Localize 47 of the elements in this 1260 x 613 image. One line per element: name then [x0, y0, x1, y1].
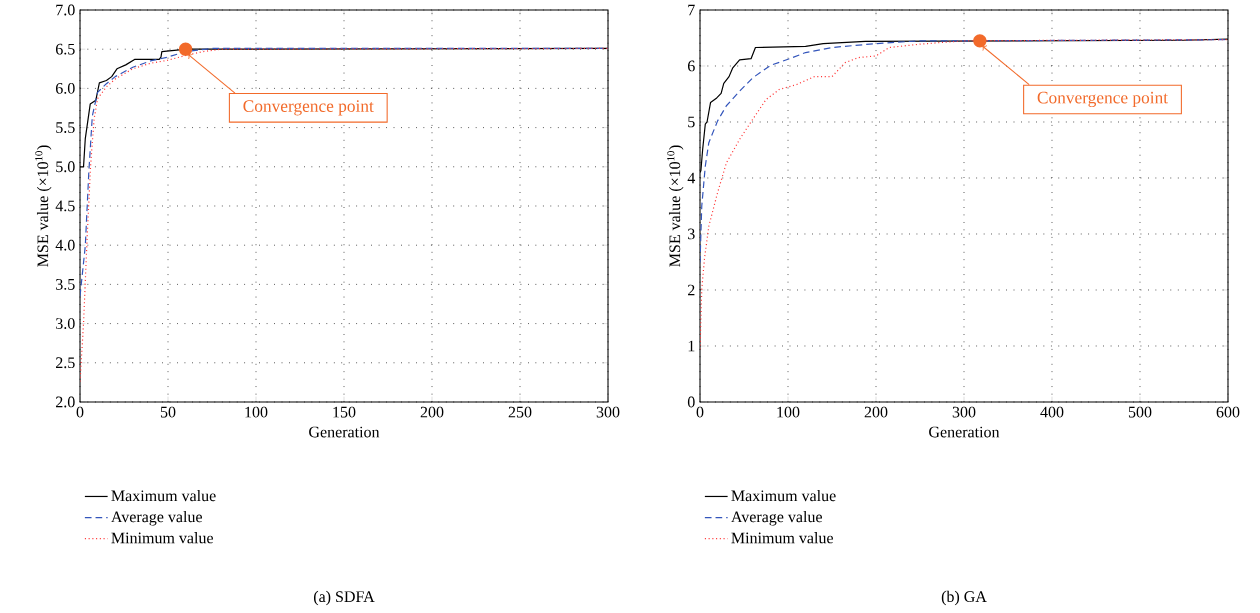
x-tick-label: 600	[1216, 406, 1240, 418]
x-tick-label: 100	[245, 406, 268, 418]
y-tick-label: 3.0	[56, 318, 75, 330]
legend-label: Maximum value	[731, 489, 836, 502]
x-axis-title: Generation	[929, 426, 1000, 438]
x-tick-label: 300	[596, 406, 620, 418]
legend-label: Average value	[731, 511, 822, 526]
y-tick-label: 6.0	[55, 82, 75, 94]
x-tick-label: 400	[1040, 406, 1064, 418]
y-tick-label: 3	[688, 228, 695, 240]
y-tick-label: 5.0	[56, 161, 75, 173]
x-tick-label: 0	[76, 406, 84, 418]
y-axis-title: MSE value (×10$^{10}$)	[667, 145, 684, 267]
y-tick-label: 6.5	[55, 43, 75, 55]
y-tick-label: 5	[688, 116, 695, 128]
y-tick-label: 4.5	[55, 200, 75, 212]
text: (b) GA	[941, 590, 987, 606]
annotation: Convergence point	[1037, 91, 1168, 108]
x-tick-label: 200	[864, 406, 888, 418]
y-tick-label: 2.0	[56, 396, 75, 408]
x-axis-title: Generation	[309, 426, 380, 438]
x-tick-label: 200	[420, 406, 444, 418]
annotation: Convergence point	[243, 100, 374, 116]
y-tick-label: 3.5	[56, 278, 75, 290]
y-tick-label: 4	[687, 172, 696, 184]
x-tick-label: 100	[777, 406, 800, 418]
x-tick-label: 500	[1128, 406, 1152, 418]
y-tick-label: 5.5	[56, 122, 75, 133]
y-tick-label: 0	[687, 396, 695, 408]
y-tick-label: 7	[688, 4, 695, 16]
x-tick-label: 50	[160, 406, 176, 418]
x-tick-label: 300	[952, 406, 976, 418]
text: (a) SDFA	[313, 590, 375, 606]
y-tick-label: 6	[687, 60, 695, 72]
y-tick-label: 7.0	[56, 4, 75, 16]
legend-label: Minimum value	[731, 532, 833, 544]
y-tick-label: 1	[688, 340, 695, 352]
y-axis-title: MSE value (×10$^{10}$)	[35, 145, 52, 267]
x-tick-label: 150	[333, 406, 356, 418]
legend-label: Minimum value	[111, 532, 213, 544]
y-tick-label: 2	[688, 284, 695, 296]
y-tick-label: 2.5	[56, 357, 75, 369]
y-tick-label: 4.0	[55, 239, 75, 251]
x-tick-label: 0	[696, 406, 704, 418]
legend-label: Maximum value	[111, 489, 216, 502]
legend-label: Average value	[111, 511, 202, 526]
x-tick-label: 250	[508, 406, 532, 418]
